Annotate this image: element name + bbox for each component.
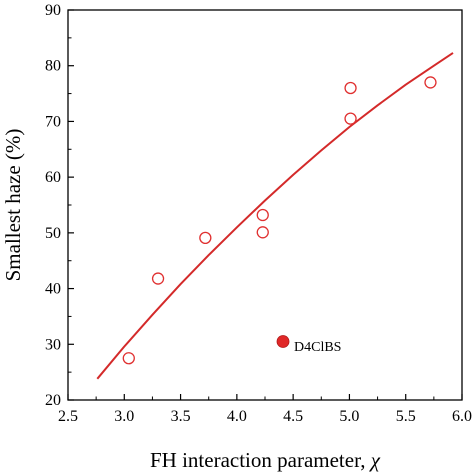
x-tick-label: 6.0 [452,408,472,425]
x-tick-label: 5.5 [396,408,416,425]
y-tick-label: 30 [45,336,61,353]
x-tick-label: 4.5 [283,408,303,425]
x-tick-label: 3.5 [171,408,191,425]
x-tick-label: 2.5 [58,408,78,425]
data-point [344,81,357,95]
data-point [344,112,357,125]
data-point [256,208,269,222]
legend: D4ClBS [294,340,341,355]
plot-frame [67,9,463,401]
data-point [122,352,135,365]
x-axis-title: FH interaction parameter, χ [150,448,381,472]
x-tick-label: 3.0 [114,408,134,425]
fit-curve-group [96,52,454,380]
y-tick-label: 60 [45,169,61,186]
x-tick-label: 4.0 [227,408,247,425]
legend-label: D4ClBS [294,340,341,355]
x-axis-title-symbol: χ [369,448,381,472]
d4clbs-point [276,335,290,348]
x-axis-title-text: FH interaction parameter, [150,448,371,472]
y-tick-label: 90 [45,2,61,19]
x-tick-label: 5.0 [339,408,359,425]
axis-ticks: 2.5 3.0 3.5 4.0 4.5 5.0 5.5 6.0 20 30 40 50 60 70 80 90 [45,2,472,425]
data-point [256,226,269,239]
y-tick-label: 70 [45,113,61,130]
y-tick-label: 80 [45,58,61,75]
data-point [151,272,165,285]
data-point [199,231,212,245]
y-tick-label: 40 [45,281,61,298]
y-axis-title: Smallest haze (%) [1,129,25,282]
y-tick-label: 50 [45,225,61,242]
data-point [424,76,437,89]
y-tick-label: 20 [45,392,61,409]
fit-curve [96,52,454,380]
data-points [122,76,437,365]
